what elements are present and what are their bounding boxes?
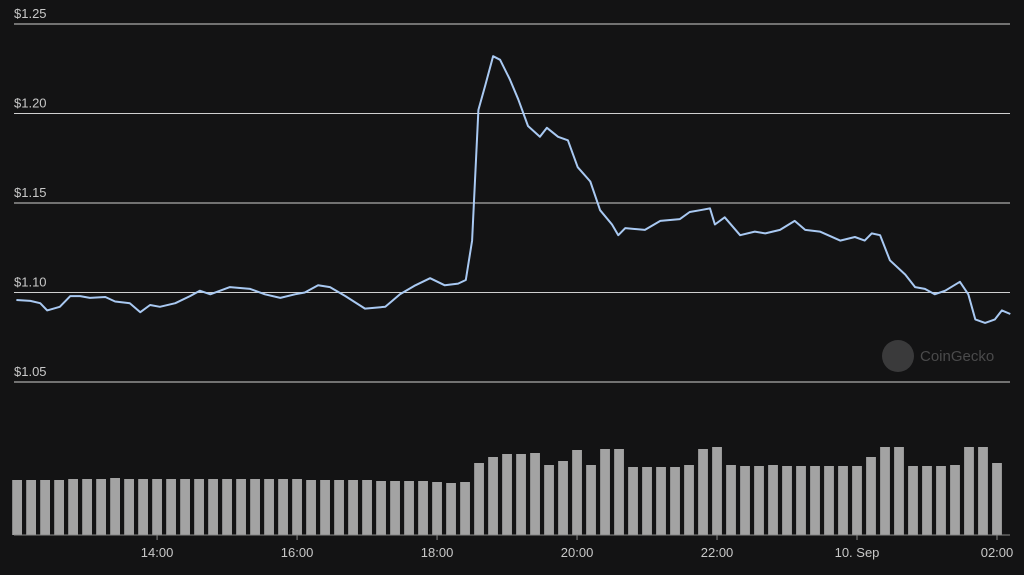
- volume-bar: [894, 447, 904, 535]
- volume-bar: [712, 447, 722, 535]
- volume-bar: [236, 479, 246, 535]
- volume-bar: [768, 465, 778, 535]
- price-line: [16, 55, 1011, 324]
- watermark: CoinGecko: [920, 348, 994, 365]
- volume-bar: [250, 479, 260, 535]
- volume-bar: [180, 479, 190, 535]
- volume-bar: [922, 466, 932, 535]
- volume-bar: [110, 478, 120, 535]
- volume-bar: [208, 479, 218, 535]
- volume-bar: [306, 480, 316, 535]
- volume-bar: [530, 453, 540, 535]
- volume-bar: [810, 466, 820, 535]
- volume-bar: [796, 466, 806, 535]
- x-tick-label: 02:00: [981, 545, 1014, 560]
- volume-bar: [936, 466, 946, 535]
- volume-bar: [992, 463, 1002, 535]
- volume-bar: [698, 449, 708, 535]
- x-tick-label: 16:00: [281, 545, 314, 560]
- volume-bar: [516, 454, 526, 535]
- volume-bar: [558, 461, 568, 535]
- y-tick-label: $1.25: [14, 6, 47, 21]
- volume-bar: [432, 482, 442, 535]
- volume-bar: [656, 467, 666, 535]
- volume-bar: [194, 479, 204, 535]
- volume-bar: [138, 479, 148, 535]
- volume-bar: [782, 466, 792, 535]
- volume-bar: [96, 479, 106, 535]
- volume-bar: [334, 480, 344, 535]
- volume-bar: [278, 479, 288, 535]
- x-tick-label: 10. Sep: [835, 545, 880, 560]
- volume-bar: [950, 465, 960, 535]
- volume-bar: [348, 480, 358, 535]
- volume-bar: [908, 466, 918, 535]
- volume-bar: [866, 457, 876, 535]
- volume-bar: [446, 483, 456, 535]
- y-tick-label: $1.05: [14, 364, 47, 379]
- volume-bar: [754, 466, 764, 535]
- volume-bar: [642, 467, 652, 535]
- volume-bar: [684, 465, 694, 535]
- volume-bar: [12, 480, 22, 535]
- volume-bar: [26, 480, 36, 535]
- volume-bar: [418, 481, 428, 535]
- volume-bar: [978, 447, 988, 535]
- watermark-logo: [882, 340, 914, 372]
- volume-bar: [488, 457, 498, 535]
- volume-bar: [376, 481, 386, 535]
- volume-bar: [404, 481, 414, 535]
- y-tick-label: $1.15: [14, 185, 47, 200]
- volume-bar: [82, 479, 92, 535]
- y-tick-label: $1.10: [14, 275, 47, 290]
- volume-bar: [670, 467, 680, 535]
- volume-bar: [222, 479, 232, 535]
- volume-bar: [390, 481, 400, 535]
- volume-bar: [586, 465, 596, 535]
- volume-bar: [68, 479, 78, 535]
- x-tick-label: 20:00: [561, 545, 594, 560]
- volume-bar: [320, 480, 330, 535]
- y-tick-label: $1.20: [14, 96, 47, 111]
- volume-bar: [628, 467, 638, 535]
- x-tick-label: 18:00: [421, 545, 454, 560]
- volume-bar: [838, 466, 848, 535]
- volume-bar: [124, 479, 134, 535]
- volume-bar: [964, 447, 974, 535]
- volume-bar: [740, 466, 750, 535]
- volume-bar: [362, 480, 372, 535]
- volume-bar: [600, 449, 610, 535]
- volume-bar: [460, 482, 470, 535]
- volume-bar: [292, 479, 302, 535]
- volume-bar: [54, 480, 64, 535]
- volume-bar: [880, 447, 890, 535]
- volume-bar: [852, 466, 862, 535]
- volume-bar: [572, 450, 582, 535]
- volume-bar: [40, 480, 50, 535]
- volume-bar: [502, 454, 512, 535]
- volume-bar: [264, 479, 274, 535]
- volume-bar: [824, 466, 834, 535]
- volume-bar: [166, 479, 176, 535]
- volume-bar: [614, 449, 624, 535]
- x-tick-label: 22:00: [701, 545, 734, 560]
- x-tick-label: 14:00: [141, 545, 174, 560]
- volume-bar: [726, 465, 736, 535]
- volume-bar: [152, 479, 162, 535]
- volume-bar: [544, 465, 554, 535]
- volume-bar: [474, 463, 484, 535]
